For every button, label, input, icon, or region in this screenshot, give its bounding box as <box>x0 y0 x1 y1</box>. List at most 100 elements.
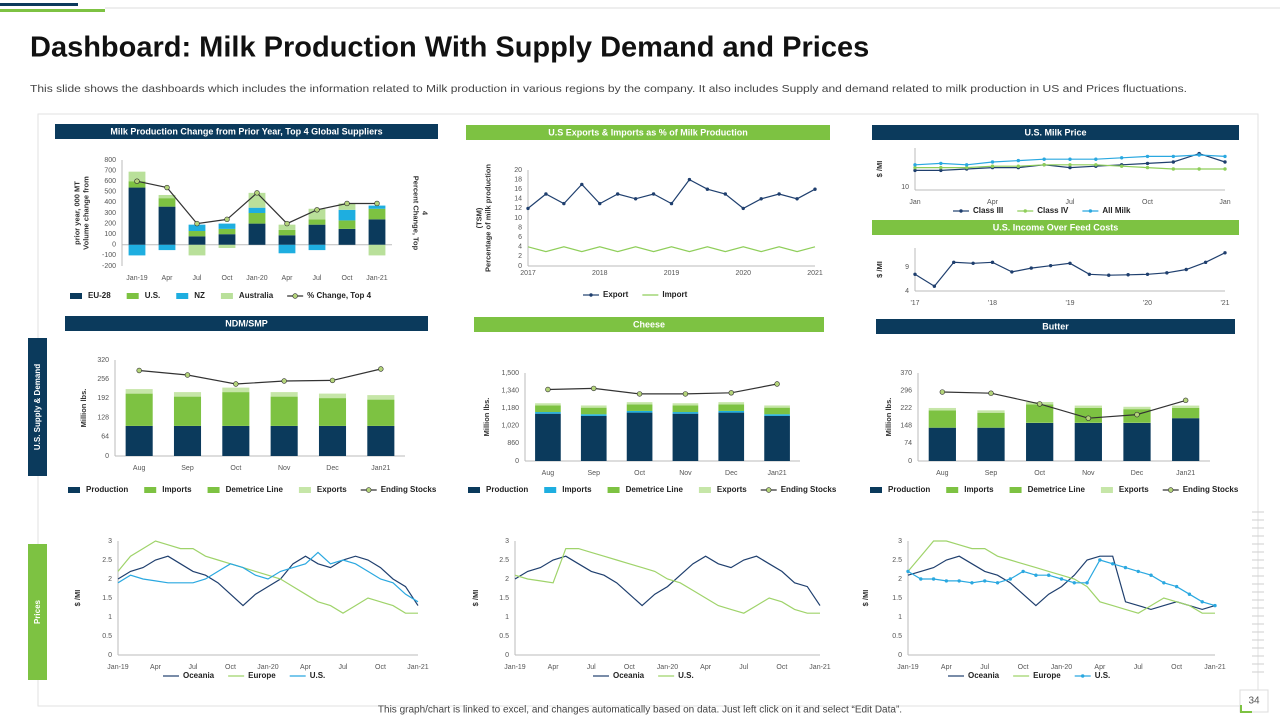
bar-segment <box>338 203 356 210</box>
legend-swatch <box>468 487 480 493</box>
point-marker <box>134 178 140 184</box>
axis-label: Percent Change, Top <box>412 176 421 251</box>
legend-swatch <box>870 487 882 493</box>
x-tick-label: Oct <box>634 470 645 477</box>
bar-segment <box>1123 422 1151 423</box>
legend-swatch <box>207 487 220 493</box>
point-marker <box>990 164 995 168</box>
axis-label: $ /MI <box>875 261 884 278</box>
point-marker <box>1145 165 1150 170</box>
y-tick-label: 1,500 <box>501 370 519 377</box>
legend-swatch <box>607 487 620 493</box>
side-label-box <box>28 544 47 680</box>
footer-note: This graph/chart is linked to excel, and… <box>378 705 902 716</box>
point-marker <box>526 206 530 211</box>
y-tick-label: 800 <box>104 157 116 164</box>
bar-segment <box>928 427 956 461</box>
y-tick-label: 0.5 <box>892 633 902 640</box>
point-marker <box>983 579 987 583</box>
point-marker <box>1034 573 1038 577</box>
bar-segment <box>278 244 296 254</box>
legend-label: Class IV <box>1037 206 1069 215</box>
bar-segment <box>368 205 386 209</box>
point-marker <box>344 200 350 207</box>
bar-segment <box>764 415 790 461</box>
legend-label: Demetrice Line <box>226 485 284 494</box>
x-tick-label: 2020 <box>735 270 751 277</box>
point-marker <box>254 190 260 196</box>
bar-segment <box>158 194 176 199</box>
corner-accent <box>1240 705 1252 713</box>
point-marker <box>1171 160 1176 164</box>
point-marker <box>970 581 974 585</box>
axis-label: $ /MI <box>875 161 884 178</box>
series-line <box>547 383 778 395</box>
bar-segment <box>1026 422 1054 423</box>
point-marker <box>1016 164 1021 168</box>
point-marker <box>224 216 230 223</box>
x-tick-label: Jan21 <box>371 465 390 472</box>
point-marker <box>1182 397 1189 404</box>
point-marker <box>1213 603 1217 608</box>
bar-segment <box>626 412 653 461</box>
point-marker <box>1068 163 1072 167</box>
bar-segment <box>1172 407 1200 418</box>
x-tick-label: Nov <box>278 465 291 472</box>
y-tick-label: 18 <box>514 176 522 183</box>
point-marker <box>988 390 994 396</box>
bar-segment <box>580 414 607 416</box>
bar-segment <box>1123 406 1151 410</box>
point-marker <box>919 577 923 581</box>
x-tick-label: Dec <box>725 470 738 477</box>
point-marker <box>1016 158 1021 163</box>
x-tick-label: Oct <box>776 664 787 671</box>
y-tick-label: 12 <box>514 205 522 212</box>
point-marker <box>1134 411 1140 418</box>
point-marker <box>1068 165 1072 170</box>
bar-segment <box>128 187 146 245</box>
legend-marker <box>589 293 593 297</box>
point-marker <box>952 260 956 265</box>
point-marker <box>913 163 917 167</box>
legend-label: Oceania <box>183 671 215 680</box>
point-marker <box>1187 592 1192 596</box>
bar-segment <box>764 414 790 416</box>
point-marker <box>136 367 142 374</box>
legend-swatch <box>544 487 557 493</box>
legend-label: U.S. <box>145 291 161 300</box>
bar-segment <box>977 426 1005 428</box>
point-marker <box>913 168 917 173</box>
point-marker <box>971 261 975 265</box>
bar-segment <box>222 387 250 393</box>
y-tick-label: 2.5 <box>102 557 112 564</box>
legend-label: Ending Stocks <box>781 485 837 494</box>
point-marker <box>1042 163 1046 167</box>
legend-label: Ending Stocks <box>381 485 437 494</box>
y-tick-label: 0 <box>112 242 116 249</box>
x-tick-label: Jan <box>909 199 920 206</box>
point-marker <box>1145 272 1150 276</box>
bar-segment <box>764 407 790 415</box>
chart-title: Milk Production Change from Prior Year, … <box>110 126 382 136</box>
bar-segment <box>338 220 356 229</box>
bar-segment <box>1074 407 1102 423</box>
point-marker <box>913 165 917 170</box>
bar-segment <box>188 236 206 245</box>
axis-label: Million lbs. <box>884 398 893 437</box>
bar-segment <box>928 410 956 427</box>
y-tick-label: 1 <box>898 614 902 621</box>
bar-segment <box>718 404 745 411</box>
bar-segment <box>718 402 745 405</box>
x-tick-label: Jul <box>189 664 198 671</box>
y-tick-label: 2 <box>518 253 522 260</box>
legend-label: U.S. <box>310 671 326 680</box>
bar-segment <box>626 410 653 413</box>
point-marker <box>723 192 728 196</box>
bar-segment <box>1026 404 1054 423</box>
x-tick-label: Jul <box>339 664 348 671</box>
legend-label: Export <box>603 290 629 299</box>
legend-label: EU-28 <box>88 291 111 300</box>
point-marker <box>233 381 239 387</box>
chart-header <box>474 317 824 332</box>
